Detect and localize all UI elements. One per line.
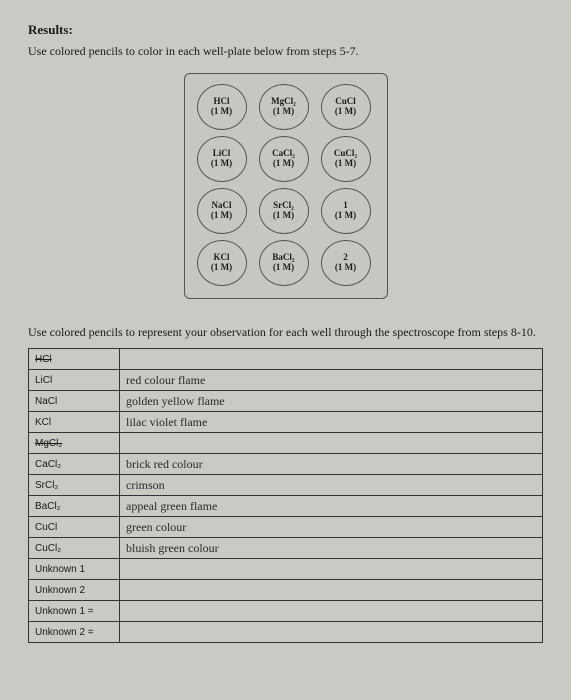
- table-row: Unknown 1: [29, 559, 543, 580]
- row-label: CaCl₂: [29, 454, 120, 475]
- row-label: KCl: [29, 412, 120, 433]
- table-row: BaCl₂ appeal green flame: [29, 496, 543, 517]
- well-molarity: (1 M): [335, 263, 356, 273]
- row-observation: lilac violet flame: [120, 412, 543, 433]
- instruction-1: Use colored pencils to color in each wel…: [28, 44, 543, 59]
- handwritten-text: bluish green colour: [126, 541, 219, 555]
- table-row: Unknown 2 =: [29, 622, 543, 643]
- row-label: Unknown 1 =: [29, 601, 120, 622]
- well-molarity: (1 M): [273, 211, 294, 221]
- table-row: Unknown 1 =: [29, 601, 543, 622]
- row-observation: [120, 433, 543, 454]
- table-row: HCl: [29, 349, 543, 370]
- well-molarity: (1 M): [335, 211, 356, 221]
- row-observation: appeal green flame: [120, 496, 543, 517]
- row-label: Unknown 1: [29, 559, 120, 580]
- row-observation: brick red colour: [120, 454, 543, 475]
- row-label: Unknown 2: [29, 580, 120, 601]
- table-row: LiCl red colour flame: [29, 370, 543, 391]
- row-label: Unknown 2 =: [29, 622, 120, 643]
- row-observation: [120, 601, 543, 622]
- table-row: NaCl golden yellow flame: [29, 391, 543, 412]
- well-2-0: NaCl(1 M): [197, 188, 247, 234]
- well-2-2: 1(1 M): [321, 188, 371, 234]
- results-heading: Results:: [28, 22, 543, 38]
- row-observation: [120, 349, 543, 370]
- row-observation: crimson: [120, 475, 543, 496]
- well-1-1: CaCl₂(1 M): [259, 136, 309, 182]
- well-molarity: (1 M): [211, 159, 232, 169]
- table-row: CaCl₂ brick red colour: [29, 454, 543, 475]
- well-molarity: (1 M): [273, 263, 294, 273]
- row-observation: red colour flame: [120, 370, 543, 391]
- well-0-2: CuCl(1 M): [321, 84, 371, 130]
- row-label: SrCl₂: [29, 475, 120, 496]
- table-row: KCl lilac violet flame: [29, 412, 543, 433]
- row-label: BaCl₂: [29, 496, 120, 517]
- row-observation: [120, 622, 543, 643]
- well-2-1: SrCl₂(1 M): [259, 188, 309, 234]
- well-molarity: (1 M): [211, 107, 232, 117]
- handwritten-text: golden yellow flame: [126, 394, 225, 408]
- handwritten-text: red colour flame: [126, 373, 205, 387]
- row-label: CuCl: [29, 517, 120, 538]
- row-observation: [120, 559, 543, 580]
- table-row: CuCl₂ bluish green colour: [29, 538, 543, 559]
- handwritten-text: crimson: [126, 478, 165, 492]
- well-1-2: CuCl₂(1 M): [321, 136, 371, 182]
- row-label: NaCl: [29, 391, 120, 412]
- handwritten-text: green colour: [126, 520, 186, 534]
- well-0-1: MgCl₂(1 M): [259, 84, 309, 130]
- row-observation: green colour: [120, 517, 543, 538]
- well-molarity: (1 M): [211, 211, 232, 221]
- handwritten-text: lilac violet flame: [126, 415, 207, 429]
- well-3-2: 2(1 M): [321, 240, 371, 286]
- well-plate: HCl(1 M) MgCl₂(1 M) CuCl(1 M) LiCl(1 M) CaCl…: [184, 73, 388, 299]
- well-molarity: (1 M): [211, 263, 232, 273]
- well-3-0: KCl(1 M): [197, 240, 247, 286]
- well-molarity: (1 M): [273, 107, 294, 117]
- handwritten-text: brick red colour: [126, 457, 203, 471]
- well-molarity: (1 M): [273, 159, 294, 169]
- row-observation: [120, 580, 543, 601]
- row-observation: bluish green colour: [120, 538, 543, 559]
- table-row: SrCl₂ crimson: [29, 475, 543, 496]
- table-row: CuCl green colour: [29, 517, 543, 538]
- table-row: MgCl₂: [29, 433, 543, 454]
- well-0-0: HCl(1 M): [197, 84, 247, 130]
- row-label: MgCl₂: [29, 433, 120, 454]
- row-label: HCl: [29, 349, 120, 370]
- handwritten-text: appeal green flame: [126, 499, 217, 513]
- row-label: CuCl₂: [29, 538, 120, 559]
- well-molarity: (1 M): [335, 107, 356, 117]
- row-label: LiCl: [29, 370, 120, 391]
- well-1-0: LiCl(1 M): [197, 136, 247, 182]
- well-molarity: (1 M): [335, 159, 356, 169]
- row-observation: golden yellow flame: [120, 391, 543, 412]
- instruction-2: Use colored pencils to represent your ob…: [28, 325, 543, 340]
- observation-table: HClLiCl red colour flame NaCl golden yellow…: [28, 348, 543, 643]
- well-3-1: BaCl₂(1 M): [259, 240, 309, 286]
- table-row: Unknown 2: [29, 580, 543, 601]
